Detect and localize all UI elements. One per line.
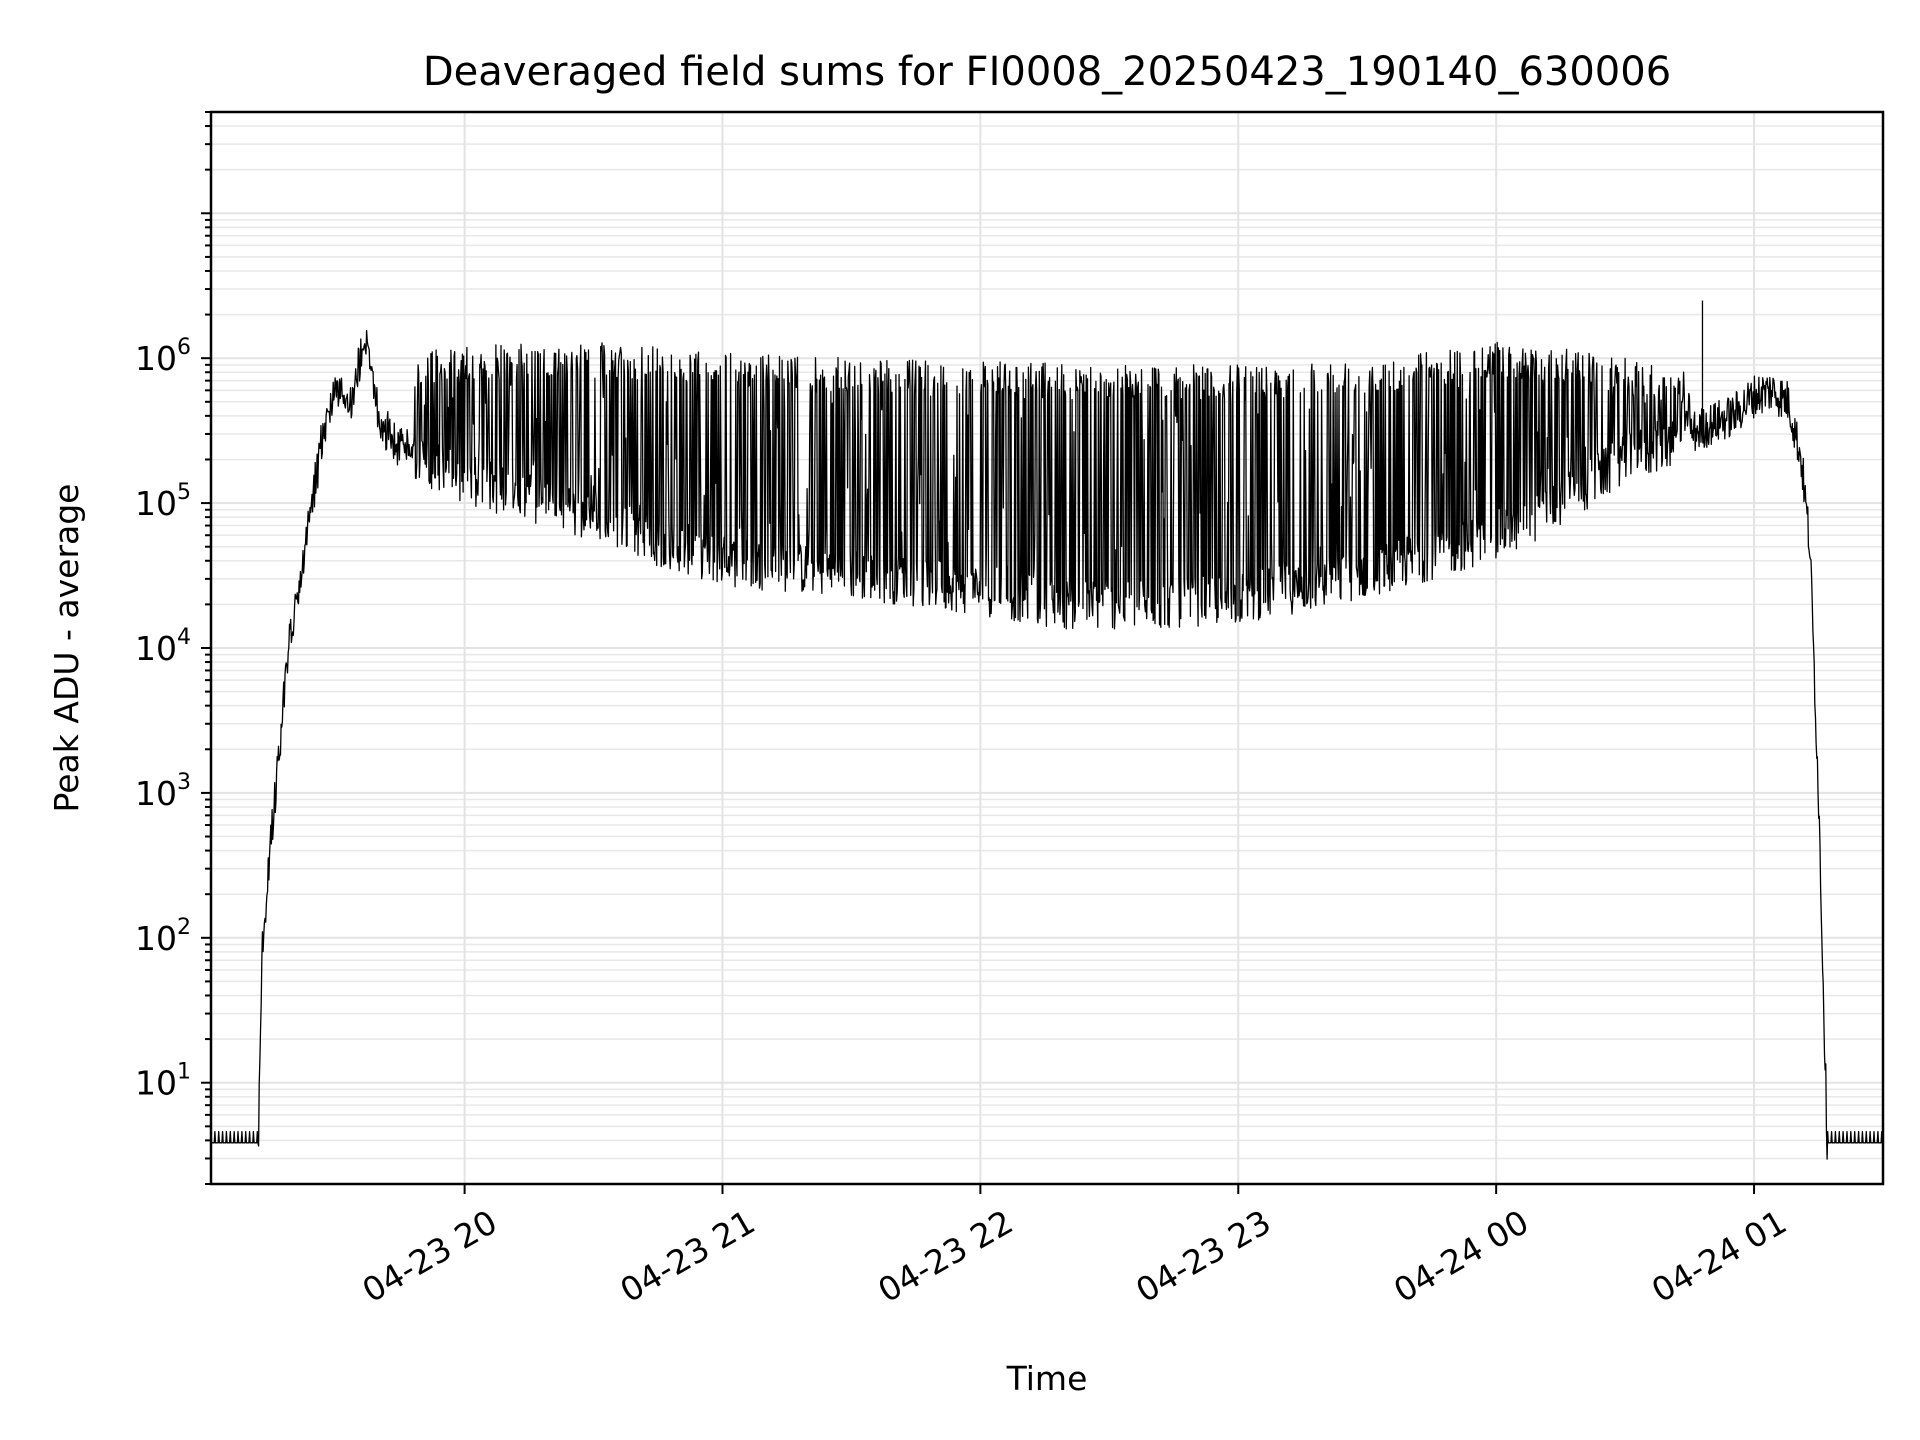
x-tick-label: 04-23 21: [613, 1202, 761, 1310]
y-tick-exponent: 2: [177, 915, 191, 940]
y-tick-label: 103: [135, 770, 191, 813]
y-tick-label: 104: [135, 625, 191, 668]
y-tick-exponent: 1: [177, 1060, 191, 1085]
y-tick-base: 10: [135, 1064, 177, 1103]
x-tick-label: 04-23 22: [871, 1202, 1019, 1310]
chart-title: Deaveraged field sums for FI0008_2025042…: [423, 49, 1671, 95]
y-axis-label: Peak ADU - average: [47, 484, 86, 813]
data-series: [210, 300, 1884, 1160]
y-tick-base: 10: [135, 339, 177, 378]
y-tick-exponent: 4: [177, 625, 191, 650]
y-tick-base: 10: [135, 484, 177, 523]
grid: [211, 111, 1883, 1185]
y-tick-label: 105: [135, 480, 191, 523]
x-axis: 04-23 20 04-23 21 04-23 22 04-23 23 04-24 00…: [356, 1184, 1793, 1310]
y-tick-base: 10: [135, 774, 177, 813]
x-axis-label: Time: [1006, 1359, 1088, 1398]
y-tick-exponent: 5: [177, 480, 191, 505]
x-tick-label: 04-23 20: [356, 1202, 504, 1310]
x-tick-label: 04-23 23: [1129, 1202, 1277, 1310]
x-tick-label: 04-24 01: [1645, 1202, 1793, 1310]
y-tick-exponent: 6: [177, 335, 191, 360]
y-tick-label: 102: [135, 915, 191, 958]
y-tick-exponent: 3: [177, 770, 191, 795]
y-tick-label: 106: [135, 335, 191, 378]
y-tick-base: 10: [135, 919, 177, 958]
y-tick-base: 10: [135, 629, 177, 668]
series-line: [210, 329, 1884, 1160]
y-tick-label: 101: [135, 1060, 191, 1103]
x-tick-label: 04-24 00: [1387, 1202, 1535, 1310]
